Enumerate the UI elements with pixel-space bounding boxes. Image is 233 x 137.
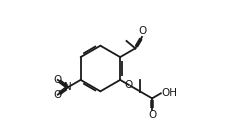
Text: O: O [148, 110, 156, 120]
Text: OH: OH [161, 88, 177, 98]
Text: O: O [54, 75, 62, 85]
Text: N: N [64, 82, 72, 92]
Text: O: O [138, 26, 146, 36]
Text: O: O [54, 90, 62, 100]
Text: O: O [125, 80, 133, 90]
